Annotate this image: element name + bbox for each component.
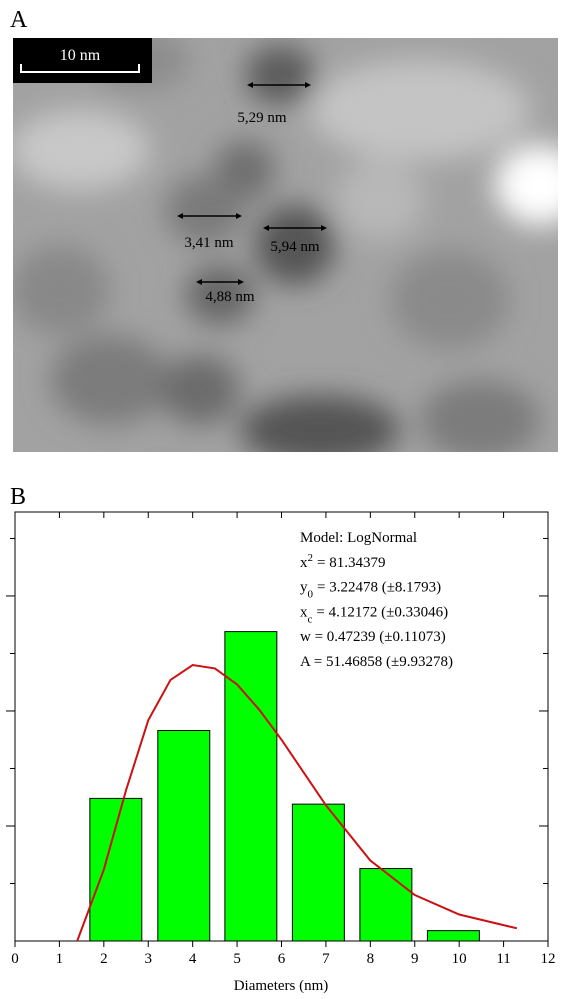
annotation-part: x — [300, 604, 308, 620]
x-tick-label: 0 — [11, 951, 19, 967]
annotation-part: c — [308, 613, 313, 625]
bar — [89, 797, 143, 942]
tem-image — [13, 38, 558, 452]
scale-bar-label: 10 nm — [60, 47, 101, 64]
bar — [291, 803, 345, 942]
x-tick-label: 6 — [278, 951, 286, 967]
fit-annotation: Model: LogNormal — [300, 530, 417, 546]
x-axis-title: Diameters (nm) — [234, 978, 329, 994]
scale-bar — [20, 64, 140, 73]
fit-annotation: A = 51.46858 (±9.93278) — [300, 654, 453, 670]
x-tick-label: 10 — [452, 951, 467, 967]
x-tick-label: 1 — [56, 951, 64, 967]
x-tick-label: 2 — [100, 951, 108, 967]
fit-annotation: x2 = 81.34379 — [300, 552, 385, 571]
annotation-part: A = 51.46858 (±9.93278) — [300, 654, 453, 670]
measure-label: 5,29 nm — [237, 110, 287, 126]
annotation-part: w = 0.47239 (±0.11073) — [300, 629, 446, 645]
x-tick-label: 8 — [367, 951, 375, 967]
bar — [157, 730, 211, 942]
measure-label: 3,41 nm — [184, 235, 234, 251]
bar — [359, 868, 413, 942]
measure-label: 4,88 nm — [205, 289, 255, 305]
annotation-part: = 81.34379 — [317, 555, 385, 571]
x-tick-label: 3 — [145, 951, 153, 967]
x-tick-label: 5 — [233, 951, 241, 967]
annotation-part: y — [300, 580, 308, 596]
annotation-part: x — [300, 555, 308, 571]
annotation-part: = 4.12172 (±0.33046) — [316, 604, 448, 620]
panel-label: A — [10, 7, 28, 33]
panel-label: B — [10, 484, 26, 510]
annotation-part: Model: LogNormal — [300, 530, 417, 546]
bar — [224, 631, 278, 942]
bar — [426, 930, 480, 942]
x-tick-label: 9 — [411, 951, 419, 967]
x-tick-label: 12 — [541, 951, 556, 967]
x-tick-label: 4 — [189, 951, 197, 967]
fit-annotation: w = 0.47239 (±0.11073) — [300, 629, 446, 645]
annotation-part: = 3.22478 (±8.1793) — [317, 580, 441, 596]
x-tick-label: 11 — [496, 951, 510, 967]
measure-arrows — [177, 82, 327, 285]
x-tick-label: 7 — [322, 951, 330, 967]
fit-annotation: xc = 4.12172 (±0.33046) — [300, 604, 448, 625]
measure-label: 5,94 nm — [270, 239, 320, 255]
fit-annotation: y0 = 3.22478 (±8.1793) — [300, 580, 441, 601]
fit-curve — [76, 663, 518, 942]
scale-bar-box — [13, 38, 152, 83]
annotation-part: 2 — [308, 552, 314, 564]
annotation-part: 0 — [308, 589, 314, 601]
